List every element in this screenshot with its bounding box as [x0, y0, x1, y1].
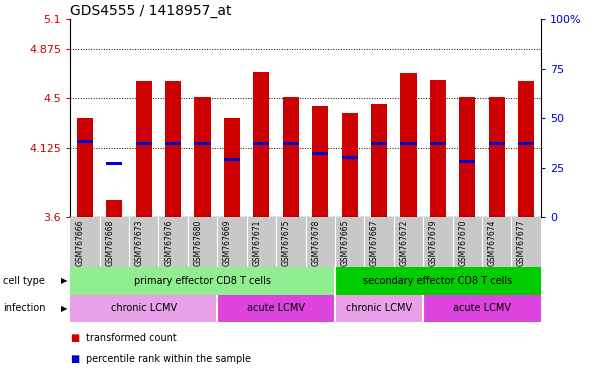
- Bar: [224, 118, 240, 217]
- Text: GSM767673: GSM767673: [135, 220, 144, 266]
- Bar: [518, 142, 534, 146]
- Bar: [283, 97, 299, 217]
- Text: GSM767679: GSM767679: [429, 220, 438, 266]
- Bar: [254, 72, 269, 217]
- Bar: [423, 295, 541, 322]
- Bar: [165, 142, 181, 146]
- Text: GSM767675: GSM767675: [282, 220, 291, 266]
- Bar: [106, 162, 122, 165]
- Bar: [254, 142, 269, 146]
- Bar: [194, 142, 211, 146]
- Text: transformed count: transformed count: [86, 333, 177, 343]
- Text: GSM767667: GSM767667: [370, 220, 379, 266]
- Text: acute LCMV: acute LCMV: [453, 303, 511, 313]
- Bar: [70, 267, 335, 295]
- Bar: [77, 118, 93, 217]
- Text: GSM767680: GSM767680: [194, 220, 203, 266]
- Bar: [400, 142, 417, 146]
- Text: GSM767677: GSM767677: [517, 220, 526, 266]
- Text: primary effector CD8 T cells: primary effector CD8 T cells: [134, 276, 271, 286]
- Bar: [70, 295, 218, 322]
- Bar: [400, 73, 417, 217]
- Bar: [489, 142, 505, 146]
- Bar: [342, 113, 357, 217]
- Text: ▶: ▶: [60, 304, 67, 313]
- Bar: [342, 156, 357, 159]
- Text: GSM767674: GSM767674: [488, 220, 497, 266]
- Bar: [518, 81, 534, 217]
- Text: GSM767678: GSM767678: [311, 220, 320, 266]
- Bar: [218, 295, 335, 322]
- Bar: [335, 267, 541, 295]
- Bar: [371, 142, 387, 146]
- Text: GSM767669: GSM767669: [223, 220, 232, 266]
- Text: secondary effector CD8 T cells: secondary effector CD8 T cells: [363, 276, 513, 286]
- Bar: [106, 200, 122, 217]
- Text: GSM767671: GSM767671: [252, 220, 262, 266]
- Text: acute LCMV: acute LCMV: [247, 303, 305, 313]
- Bar: [136, 81, 152, 217]
- Text: infection: infection: [3, 303, 46, 313]
- Text: chronic LCMV: chronic LCMV: [346, 303, 412, 313]
- Bar: [283, 142, 299, 146]
- Bar: [430, 80, 446, 217]
- Bar: [312, 152, 328, 155]
- Bar: [459, 97, 475, 217]
- Bar: [489, 97, 505, 217]
- Text: GSM767668: GSM767668: [105, 220, 114, 266]
- Bar: [165, 81, 181, 217]
- Bar: [335, 295, 423, 322]
- Bar: [459, 160, 475, 163]
- Text: GSM767676: GSM767676: [164, 220, 173, 266]
- Bar: [371, 104, 387, 217]
- Bar: [224, 158, 240, 161]
- Text: cell type: cell type: [3, 276, 45, 286]
- Text: GSM767670: GSM767670: [458, 220, 467, 266]
- Text: GSM767672: GSM767672: [400, 220, 408, 266]
- Text: percentile rank within the sample: percentile rank within the sample: [86, 354, 251, 364]
- Bar: [312, 106, 328, 217]
- Bar: [77, 140, 93, 144]
- Bar: [194, 97, 211, 217]
- Text: ■: ■: [70, 354, 79, 364]
- Bar: [136, 142, 152, 146]
- Bar: [430, 142, 446, 146]
- Text: GSM767665: GSM767665: [340, 220, 349, 266]
- Text: ▶: ▶: [60, 276, 67, 285]
- Text: chronic LCMV: chronic LCMV: [111, 303, 177, 313]
- Text: ■: ■: [70, 333, 79, 343]
- Text: GDS4555 / 1418957_at: GDS4555 / 1418957_at: [70, 4, 232, 18]
- Text: GSM767666: GSM767666: [76, 220, 85, 266]
